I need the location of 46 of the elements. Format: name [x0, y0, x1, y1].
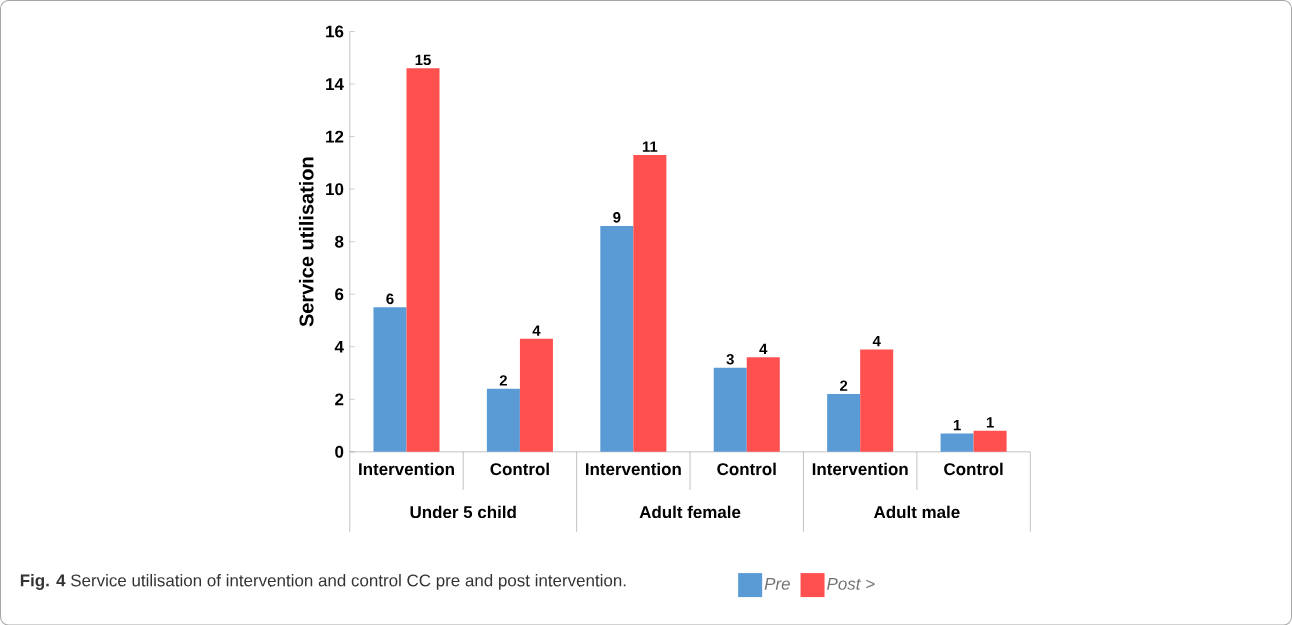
- bar: [406, 68, 440, 452]
- text: Fig. 4 Service utilisation of intervention and control CC pre and post intervention.: [20, 573, 626, 590]
- data-label: 4: [532, 325, 541, 336]
- bar: [973, 430, 1007, 452]
- bar: [860, 349, 894, 452]
- data-label: 1: [986, 417, 994, 428]
- data-label: 9: [613, 211, 621, 223]
- y-axis-title: Service utilisation: [298, 157, 314, 327]
- legend-label: Pre: [764, 577, 790, 590]
- y-tick-label: 0: [335, 445, 344, 458]
- bar: [486, 388, 520, 452]
- y-tick-label: 10: [326, 182, 344, 195]
- bar: [600, 225, 634, 452]
- data-label: 4: [872, 335, 881, 346]
- y-tick-label: 4: [334, 340, 344, 353]
- bar: [713, 367, 747, 452]
- data-label: 3: [726, 353, 734, 365]
- x-tick-label: Control: [944, 462, 1003, 475]
- text: Under 5 child: [410, 505, 516, 518]
- bar: [633, 154, 667, 452]
- y-tick-label: 6: [335, 287, 344, 300]
- data-label: 2: [840, 380, 848, 391]
- bar: [940, 433, 974, 452]
- bar: [373, 307, 407, 452]
- x-tick-label: Control: [490, 462, 549, 475]
- legend-label: Post >: [827, 577, 875, 590]
- text: Adult female: [639, 505, 741, 518]
- y-tick-label: 8: [335, 235, 344, 248]
- data-label: 6: [386, 293, 394, 304]
- y-tick-label: 2: [335, 393, 344, 405]
- data-label: 4: [759, 343, 768, 354]
- bar: [746, 357, 780, 452]
- x-tick-label: Intervention: [812, 462, 908, 475]
- y-tick-label: 14: [326, 77, 344, 90]
- data-label: 1: [953, 419, 961, 431]
- x-tick-label: Intervention: [585, 462, 681, 475]
- data-label: 11: [642, 141, 658, 152]
- x-tick-label: Intervention: [359, 462, 454, 475]
- y-tick-label: 12: [326, 130, 344, 143]
- bar: [827, 393, 861, 452]
- x-tick-label: Control: [717, 462, 776, 475]
- y-tick-label: 16: [326, 25, 344, 38]
- bar: [519, 338, 553, 452]
- data-label: 15: [415, 54, 431, 65]
- text: Adult male: [873, 505, 960, 518]
- data-label: 2: [499, 374, 507, 386]
